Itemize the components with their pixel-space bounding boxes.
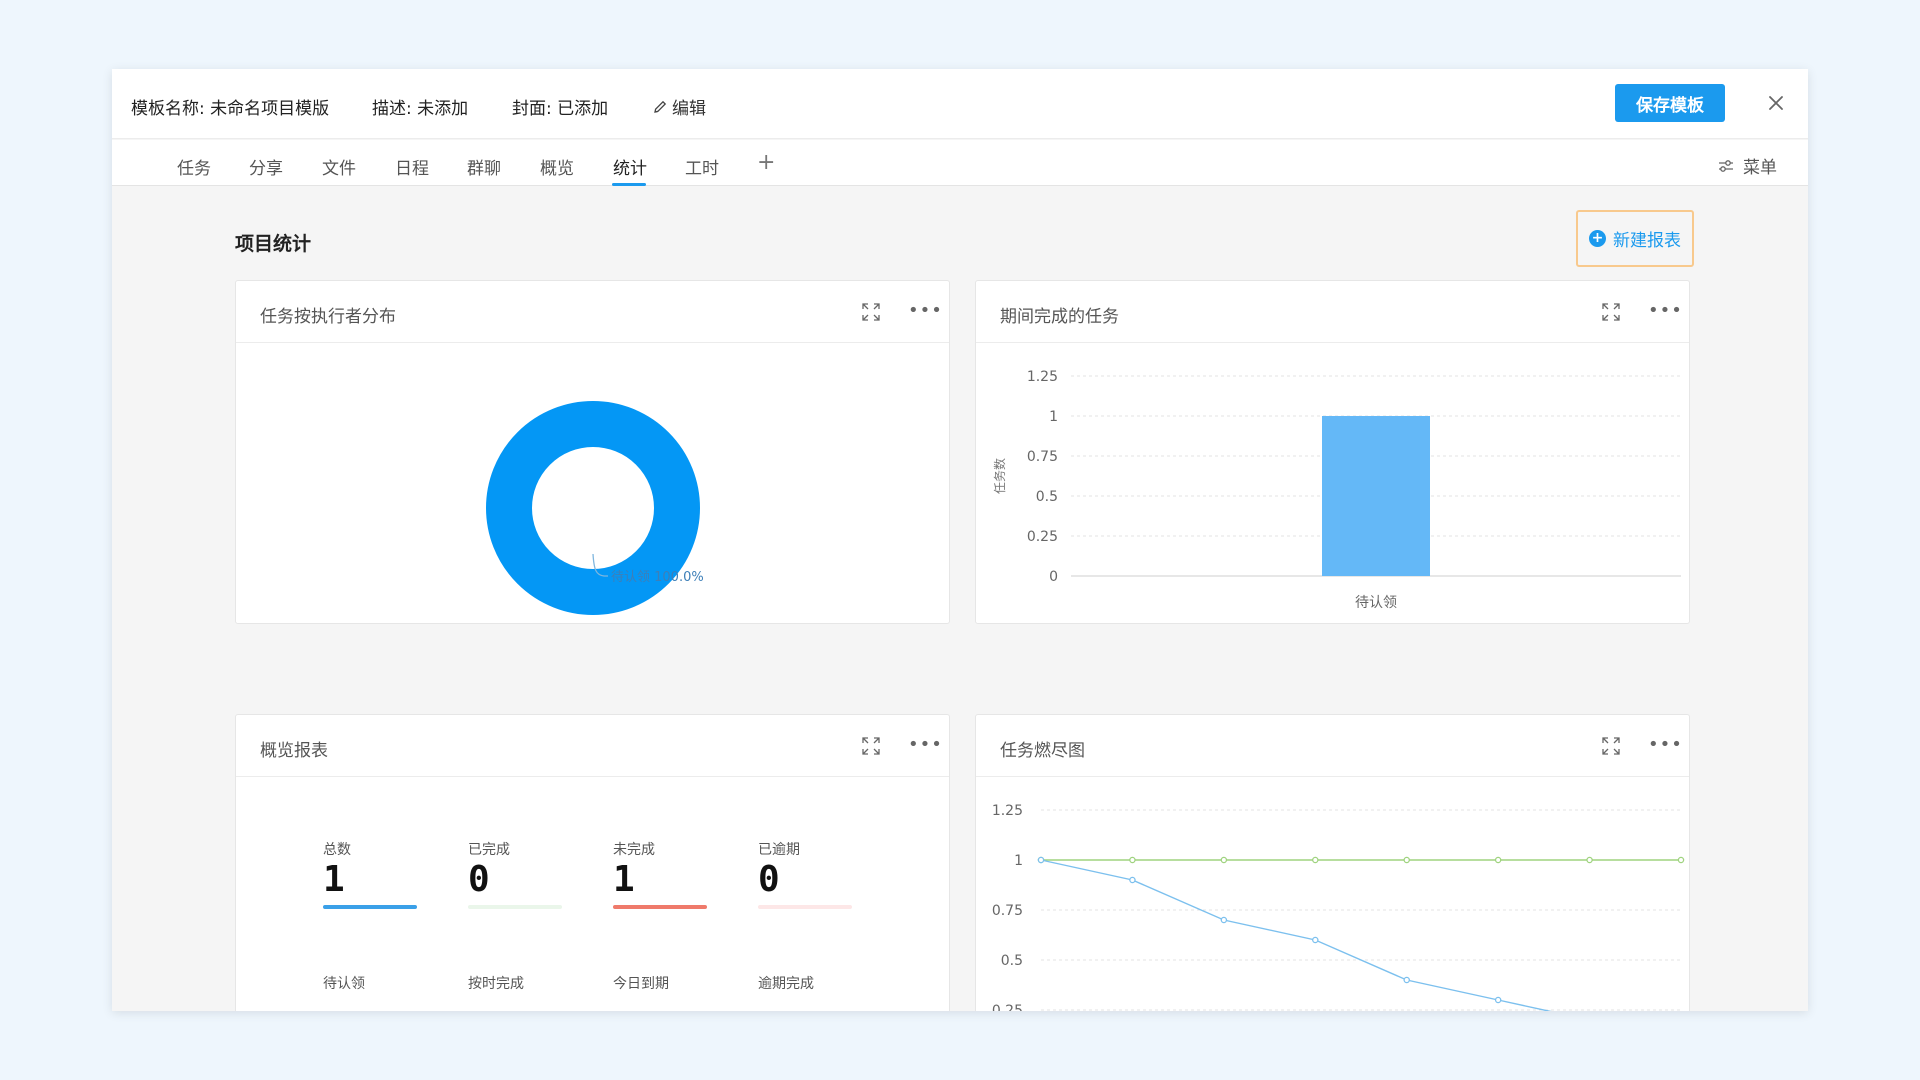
edit-button[interactable]: 编辑 (652, 94, 706, 119)
new-report-button[interactable]: + 新建报表 (1576, 210, 1694, 267)
data-point[interactable] (1037, 856, 1045, 864)
template-cover[interactable]: 封面: 已添加 (512, 99, 609, 119)
tab-group-chat[interactable]: 群聊 (467, 159, 501, 179)
template-name[interactable]: 模板名称: 未命名项目模版 (131, 99, 330, 119)
stat-unclaimed[interactable]: 待认领 (323, 976, 365, 992)
x-tick-label: 待认领 (1355, 595, 1397, 611)
card-header: 任务按执行者分布 ••• (236, 281, 949, 343)
y-tick-label: 1 (1049, 409, 1058, 425)
sliders-icon (1719, 159, 1733, 172)
template-header: 模板名称: 未命名项目模版 描述: 未添加 封面: 已添加 编辑 保存模板 (112, 69, 1808, 139)
card-title: 任务燃尽图 (1000, 741, 1085, 761)
card-header: 任务燃尽图 ••• (976, 715, 1689, 777)
expand-icon[interactable] (861, 302, 881, 322)
data-point[interactable] (1220, 856, 1228, 864)
tab-bar: 任务 分享 文件 日程 群聊 概览 统计 工时 + 菜单 (112, 140, 1808, 256)
expand-icon[interactable] (1601, 302, 1621, 322)
tab-schedule[interactable]: 日程 (395, 159, 429, 179)
y-tick-label: 0.75 (1027, 449, 1058, 465)
card-title: 任务按执行者分布 (260, 307, 396, 327)
more-options-icon[interactable]: ••• (1648, 734, 1683, 755)
data-point[interactable] (1494, 856, 1502, 864)
card-burndown: 任务燃尽图 ••• 0.25 0.5 0.75 1 1.25 (975, 714, 1690, 1011)
stat-overdue[interactable]: 已逾期 0 (758, 839, 852, 909)
y-tick-label: 0 (1049, 569, 1058, 585)
data-point[interactable] (1129, 876, 1136, 884)
expand-icon[interactable] (1601, 736, 1621, 756)
y-tick-label: 0.5 (1001, 953, 1023, 969)
stat-bar (613, 905, 707, 909)
y-tick-label: 1 (1014, 853, 1023, 869)
add-tab-icon[interactable]: + (757, 150, 776, 175)
stat-due-today[interactable]: 今日到期 (613, 976, 669, 992)
y-tick-label: 0.25 (1027, 529, 1058, 545)
tab-share[interactable]: 分享 (249, 159, 283, 179)
tab-files[interactable]: 文件 (322, 159, 356, 179)
donut-slice (486, 401, 700, 615)
card-assignee-distribution: 任务按执行者分布 ••• 待认领 100.0% (235, 280, 950, 624)
burndown-chart: 0.25 0.5 0.75 1 1.25 (992, 803, 1685, 1011)
data-point[interactable] (1312, 856, 1319, 864)
card-title: 概览报表 (260, 741, 328, 761)
y-tick-label: 0.75 (992, 903, 1023, 919)
card-title: 期间完成的任务 (1000, 307, 1119, 327)
card-completed-tasks: 期间完成的任务 ••• 0 0.25 0.5 0.75 1 1.25 任务数待认领 (975, 280, 1690, 624)
stat-on-time[interactable]: 按时完成 (468, 976, 524, 992)
plus-circle-icon: + (1589, 230, 1606, 247)
pencil-icon (654, 100, 667, 113)
stat-incomplete[interactable]: 未完成 1 (613, 839, 707, 909)
y-tick-label: 1.25 (1027, 369, 1058, 385)
series-line (1040, 859, 1552, 1011)
more-options-icon[interactable]: ••• (908, 300, 943, 321)
data-point[interactable] (1129, 856, 1136, 864)
close-icon[interactable] (1764, 91, 1788, 115)
data-point[interactable] (1312, 936, 1319, 944)
y-tick-label: 0.5 (1036, 489, 1058, 505)
new-report-label: 新建报表 (1613, 231, 1681, 251)
donut-leader-line (592, 553, 608, 577)
tab-row: 任务 分享 文件 日程 群聊 概览 统计 工时 + 菜单 (112, 140, 1808, 186)
y-tick-label: 1.25 (992, 803, 1023, 819)
stat-total[interactable]: 总数 1 (323, 839, 417, 909)
stat-completed[interactable]: 已完成 0 (468, 839, 562, 909)
template-editor-window: 模板名称: 未命名项目模版 描述: 未添加 封面: 已添加 编辑 保存模板 任务… (112, 69, 1808, 1011)
card-header: 期间完成的任务 ••• (976, 281, 1689, 343)
more-options-icon[interactable]: ••• (908, 734, 943, 755)
data-point[interactable] (1403, 976, 1410, 984)
tab-overview[interactable]: 概览 (540, 159, 574, 179)
stat-late-completed[interactable]: 逾期完成 (758, 976, 814, 992)
template-description[interactable]: 描述: 未添加 (372, 99, 469, 119)
stat-bar (468, 905, 562, 909)
card-header: 概览报表 ••• (236, 715, 949, 777)
save-template-button[interactable]: 保存模板 (1615, 84, 1725, 122)
card-overview-report: 概览报表 ••• 总数 1 已完成 0 未完成 1 已逾期 0 (235, 714, 950, 1011)
donut-slice-label: 待认领 100.0% (611, 570, 704, 585)
y-tick-label: 0.25 (992, 1003, 1023, 1011)
expand-icon[interactable] (861, 736, 881, 756)
more-options-icon[interactable]: ••• (1648, 300, 1683, 321)
donut-chart: 待认领 100.0% (486, 401, 704, 615)
menu-label: 菜单 (1743, 158, 1777, 178)
data-point[interactable] (1586, 856, 1593, 864)
data-point[interactable] (1220, 916, 1228, 924)
menu-button[interactable]: 菜单 (1717, 153, 1777, 178)
data-point[interactable] (1677, 856, 1685, 864)
bar[interactable] (1322, 416, 1430, 576)
edit-label: 编辑 (672, 99, 706, 119)
stat-bar (758, 905, 852, 909)
tab-worktime[interactable]: 工时 (685, 159, 719, 179)
tab-tasks[interactable]: 任务 (177, 159, 211, 179)
data-point[interactable] (1403, 856, 1410, 864)
section-title: 项目统计 (235, 233, 312, 255)
data-point[interactable] (1494, 996, 1502, 1004)
tab-statistics[interactable]: 统计 (613, 159, 647, 179)
y-axis-label: 任务数 (992, 458, 1007, 494)
stat-bar (323, 905, 417, 909)
active-tab-indicator (612, 183, 646, 186)
